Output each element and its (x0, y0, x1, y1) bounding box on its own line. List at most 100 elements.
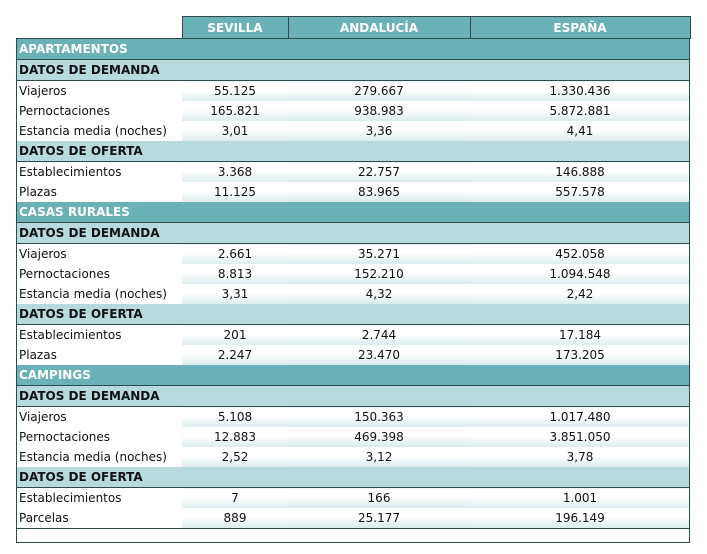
row-label: Pernoctaciones (16, 101, 182, 121)
value-andalucia: 152.210 (288, 264, 470, 284)
value-espana: 3,78 (470, 447, 690, 467)
row-label: Estancia media (noches) (16, 284, 182, 304)
value-andalucia: 3,36 (288, 121, 470, 141)
group-row: DATOS DE OFERTA (16, 467, 690, 488)
section-row: CASAS RURALES (16, 202, 690, 223)
row-label: Viajeros (16, 243, 182, 264)
section-row: APARTAMENTOS (16, 38, 690, 60)
value-sevilla: 2.661 (182, 243, 288, 264)
value-espana: 146.888 (470, 161, 690, 182)
value-andalucia: 150.363 (288, 406, 470, 427)
table-row: Parcelas 889 25.177 196.149 (16, 508, 690, 529)
group-title: DATOS DE OFERTA (16, 467, 690, 488)
value-sevilla: 2,52 (182, 447, 288, 467)
row-label: Establecimientos (16, 161, 182, 182)
table-row: Pernoctaciones 12.883 469.398 3.851.050 (16, 427, 690, 447)
row-label: Pernoctaciones (16, 264, 182, 284)
group-row: DATOS DE DEMANDA (16, 222, 690, 244)
value-andalucia: 279.667 (288, 80, 470, 101)
value-sevilla: 5.108 (182, 406, 288, 427)
group-title: DATOS DE DEMANDA (16, 59, 690, 81)
value-sevilla: 2.247 (182, 345, 288, 365)
value-andalucia: 469.398 (288, 427, 470, 447)
header-blank-cell (16, 16, 182, 39)
value-sevilla: 8.813 (182, 264, 288, 284)
table-row: Estancia media (noches) 3,01 3,36 4,41 (16, 121, 690, 141)
table-row: Pernoctaciones 8.813 152.210 1.094.548 (16, 264, 690, 284)
table-row: Viajeros 2.661 35.271 452.058 (16, 243, 690, 264)
value-espana: 1.001 (470, 487, 690, 508)
row-label: Parcelas (16, 508, 182, 529)
table-row: Establecimientos 7 166 1.001 (16, 487, 690, 508)
group-title: DATOS DE DEMANDA (16, 385, 690, 407)
group-row: DATOS DE OFERTA (16, 304, 690, 325)
table-body: APARTAMENTOS DATOS DE DEMANDA Viajeros 55.1… (16, 38, 690, 529)
value-espana: 17.184 (470, 324, 690, 345)
table-row: Viajeros 55.125 279.667 1.330.436 (16, 80, 690, 101)
table-row: Plazas 11.125 83.965 557.578 (16, 182, 690, 202)
value-sevilla: 3,31 (182, 284, 288, 304)
table-row: Plazas 2.247 23.470 173.205 (16, 345, 690, 365)
row-label: Viajeros (16, 406, 182, 427)
section-title: CAMPINGS (16, 365, 690, 386)
value-andalucia: 35.271 (288, 243, 470, 264)
value-espana: 1.017.480 (470, 406, 690, 427)
tourism-statistics-table: SEVILLA ANDALUCÍA ESPAÑA APARTAMENTOS DAT… (16, 16, 691, 529)
header-andalucia: ANDALUCÍA (287, 16, 470, 39)
value-sevilla: 889 (182, 508, 288, 529)
value-andalucia: 25.177 (288, 508, 470, 529)
value-espana: 196.149 (470, 508, 690, 529)
value-espana: 1.094.548 (470, 264, 690, 284)
row-label: Pernoctaciones (16, 427, 182, 447)
value-espana: 173.205 (470, 345, 690, 365)
row-label: Viajeros (16, 80, 182, 101)
value-sevilla: 3.368 (182, 161, 288, 182)
value-andalucia: 2.744 (288, 324, 470, 345)
header-espana: ESPAÑA (469, 16, 691, 39)
table-row: Establecimientos 3.368 22.757 146.888 (16, 161, 690, 182)
group-row: DATOS DE DEMANDA (16, 385, 690, 407)
group-title: DATOS DE OFERTA (16, 141, 690, 162)
value-andalucia: 4,32 (288, 284, 470, 304)
value-sevilla: 3,01 (182, 121, 288, 141)
value-espana: 4,41 (470, 121, 690, 141)
value-sevilla: 165.821 (182, 101, 288, 121)
row-label: Plazas (16, 182, 182, 202)
section-title: APARTAMENTOS (16, 38, 690, 60)
value-andalucia: 3,12 (288, 447, 470, 467)
row-label: Plazas (16, 345, 182, 365)
table-row: Estancia media (noches) 3,31 4,32 2,42 (16, 284, 690, 304)
value-sevilla: 201 (182, 324, 288, 345)
section-title: CASAS RURALES (16, 202, 690, 223)
value-espana: 2,42 (470, 284, 690, 304)
table-row: Establecimientos 201 2.744 17.184 (16, 324, 690, 345)
value-sevilla: 55.125 (182, 80, 288, 101)
value-andalucia: 83.965 (288, 182, 470, 202)
row-label: Establecimientos (16, 487, 182, 508)
header-sevilla: SEVILLA (181, 16, 288, 39)
row-label: Estancia media (noches) (16, 121, 182, 141)
table-row: Estancia media (noches) 2,52 3,12 3,78 (16, 447, 690, 467)
table-row: Viajeros 5.108 150.363 1.017.480 (16, 406, 690, 427)
value-espana: 3.851.050 (470, 427, 690, 447)
value-andalucia: 938.983 (288, 101, 470, 121)
value-sevilla: 7 (182, 487, 288, 508)
value-sevilla: 12.883 (182, 427, 288, 447)
section-row: CAMPINGS (16, 365, 690, 386)
value-espana: 557.578 (470, 182, 690, 202)
row-label: Establecimientos (16, 324, 182, 345)
value-andalucia: 23.470 (288, 345, 470, 365)
table-header-row: SEVILLA ANDALUCÍA ESPAÑA (16, 16, 691, 39)
value-andalucia: 166 (288, 487, 470, 508)
group-title: DATOS DE OFERTA (16, 304, 690, 325)
value-espana: 5.872.881 (470, 101, 690, 121)
row-label: Estancia media (noches) (16, 447, 182, 467)
value-andalucia: 22.757 (288, 161, 470, 182)
group-row: DATOS DE DEMANDA (16, 59, 690, 81)
value-espana: 452.058 (470, 243, 690, 264)
group-title: DATOS DE DEMANDA (16, 222, 690, 244)
value-sevilla: 11.125 (182, 182, 288, 202)
value-espana: 1.330.436 (470, 80, 690, 101)
table-row: Pernoctaciones 165.821 938.983 5.872.881 (16, 101, 690, 121)
group-row: DATOS DE OFERTA (16, 141, 690, 162)
